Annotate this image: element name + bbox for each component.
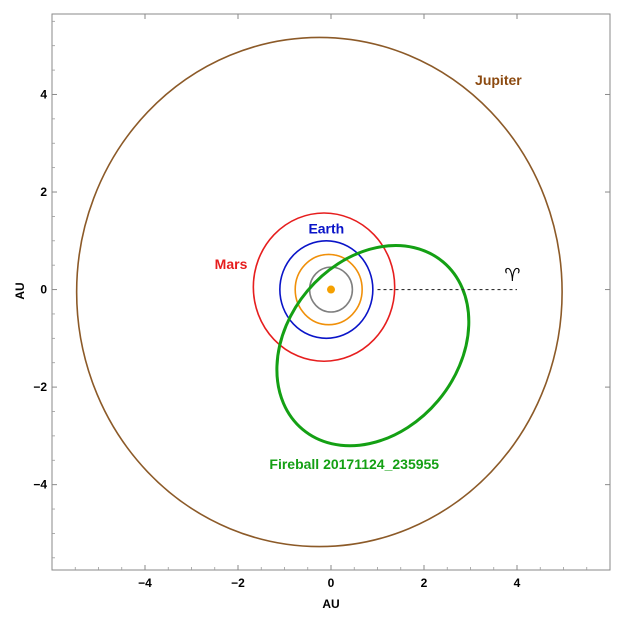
orbit-mars bbox=[252, 212, 396, 363]
orbit-label-earth: Earth bbox=[308, 221, 344, 237]
y-tick-label: −4 bbox=[33, 478, 47, 492]
y-axis-title: AU bbox=[13, 282, 27, 299]
x-axis-title: AU bbox=[322, 597, 339, 611]
orbit-label-fireball-20171124-235955: Fireball 20171124_235955 bbox=[269, 456, 439, 472]
orbit-jupiter bbox=[75, 36, 563, 548]
y-tick-label: 0 bbox=[40, 283, 47, 297]
x-tick-label: 4 bbox=[514, 576, 521, 590]
orbit-earth bbox=[279, 239, 374, 340]
x-tick-label: −2 bbox=[231, 576, 245, 590]
x-tick-label: 2 bbox=[421, 576, 428, 590]
axis-ticks: −4 −2 0 2 4 4 2 0 −2 −4 bbox=[33, 14, 610, 590]
x-tick-label: 0 bbox=[328, 576, 335, 590]
orbits bbox=[75, 36, 563, 548]
aries-symbol: ♈ bbox=[504, 265, 520, 286]
annotations: ♈ bbox=[327, 265, 520, 294]
y-tick-label: 2 bbox=[40, 185, 47, 199]
orbit-labels: Earth Mars Jupiter Fireball 20171124_235955 bbox=[215, 72, 523, 472]
orbit-label-jupiter: Jupiter bbox=[475, 72, 522, 88]
x-tick-label: −4 bbox=[138, 576, 152, 590]
sun-marker bbox=[327, 285, 335, 294]
orbit-label-mars: Mars bbox=[215, 256, 248, 272]
orbit-inner-1 bbox=[294, 253, 363, 326]
orbit-fireball-20171124-235955 bbox=[275, 244, 471, 448]
y-tick-label: −2 bbox=[33, 380, 47, 394]
y-tick-label: 4 bbox=[40, 87, 47, 101]
